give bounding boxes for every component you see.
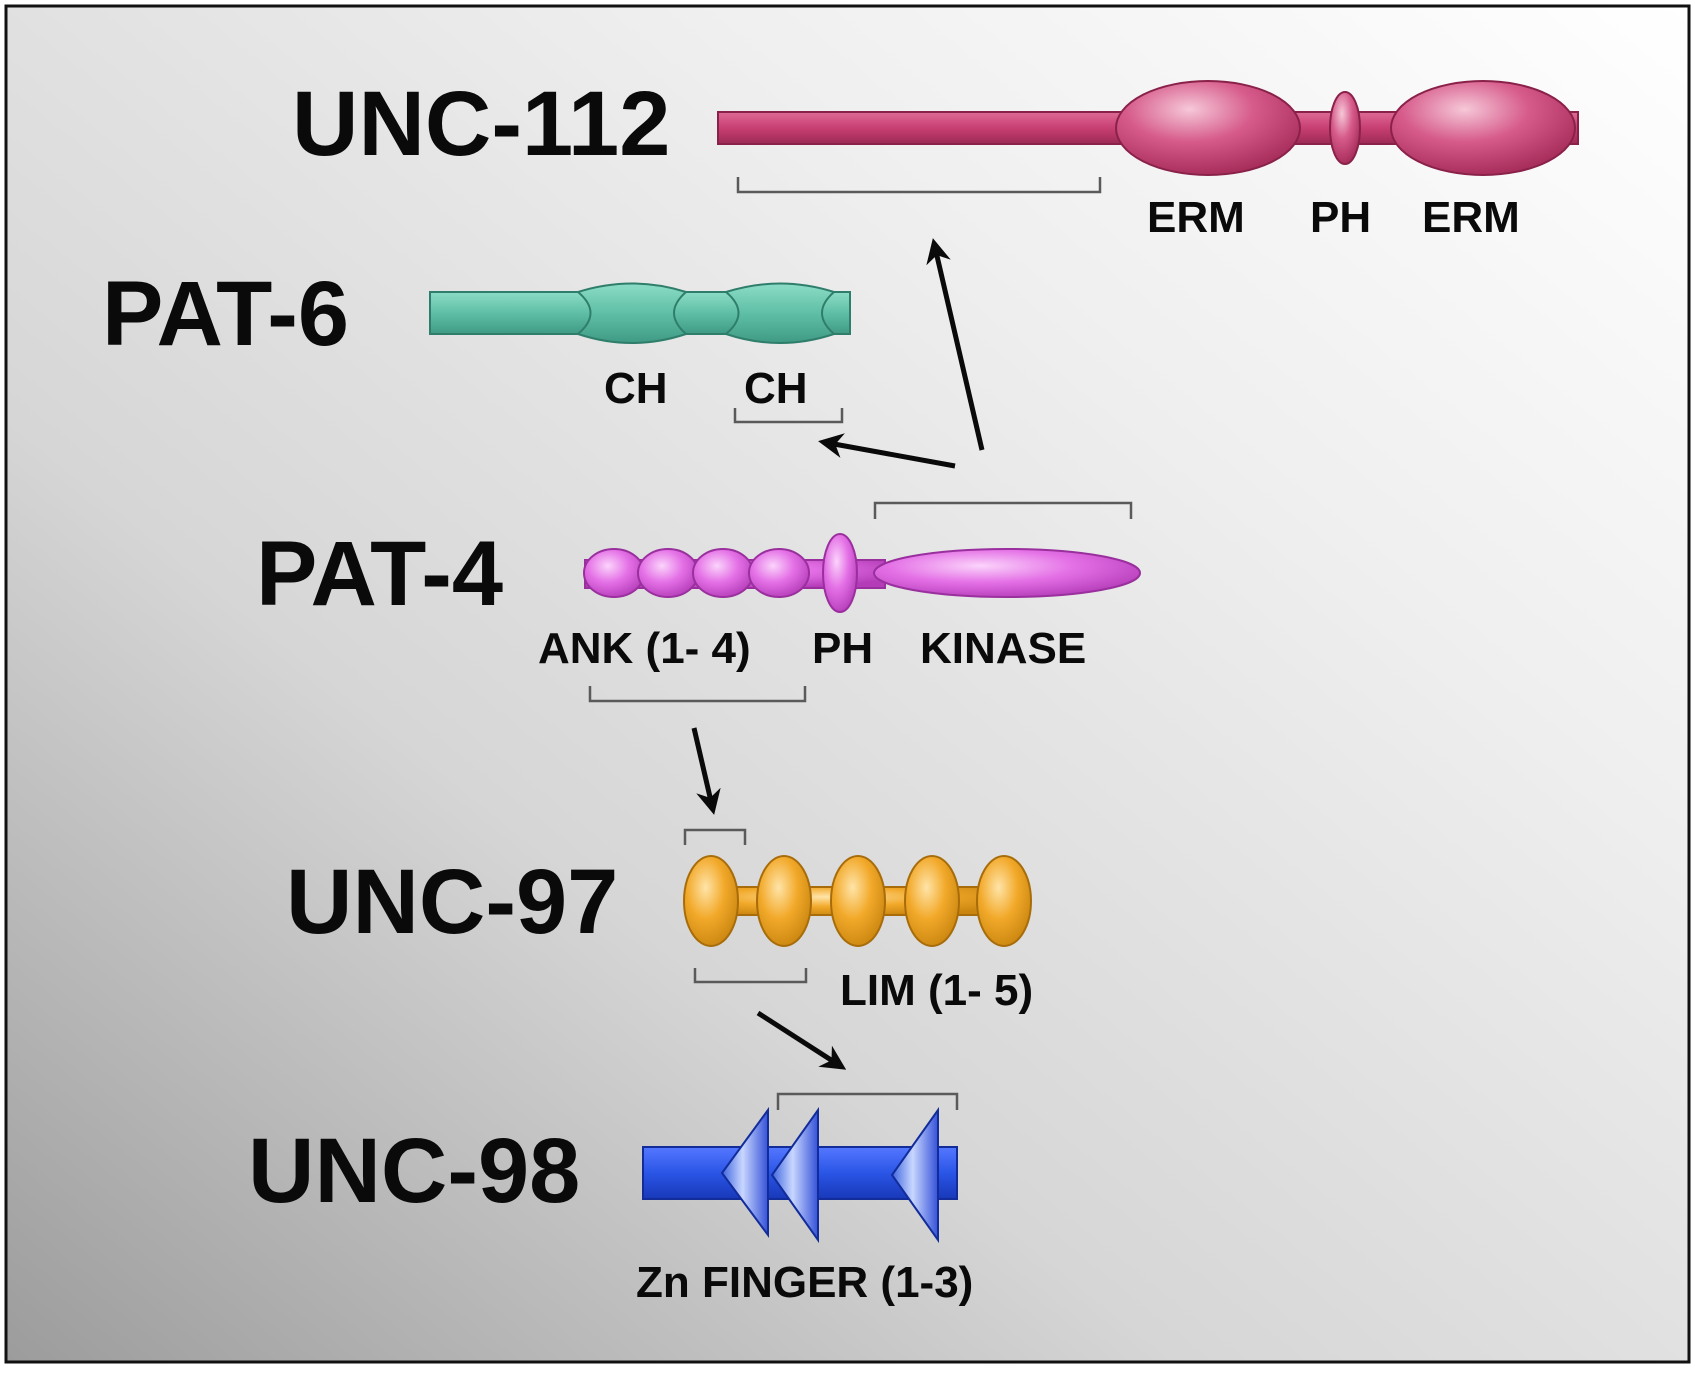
domain-label-unc-98-zn-finger: Zn FINGER (1-3) <box>636 1258 973 1307</box>
unc-97-lim-domain-2 <box>757 856 811 946</box>
domain-label-unc-97-lim: LIM (1- 5) <box>840 966 1033 1015</box>
domain-label-unc-112-erm-2: ERM <box>1422 193 1520 242</box>
pat-6-ch-domain-1 <box>578 284 686 344</box>
unc-97-lim-domain-1 <box>684 856 738 946</box>
domain-label-unc-112-ph: PH <box>1310 193 1371 242</box>
domain-label-unc-112-erm-1: ERM <box>1147 193 1245 242</box>
domain-label-pat-4-ank: ANK (1- 4) <box>538 624 751 673</box>
pat-4-ank-repeat-2 <box>638 549 698 597</box>
pat-4-ank-repeat-4 <box>749 549 809 597</box>
unc-112-erm-domain-2 <box>1391 81 1575 175</box>
pat-6-ch-domain-2 <box>726 284 834 344</box>
protein-name-pat-6: PAT-6 <box>102 263 349 365</box>
pat-4-ank-repeat-1 <box>584 549 644 597</box>
protein-name-unc-98: UNC-98 <box>248 1120 580 1222</box>
unc-112-ph-domain <box>1330 92 1360 164</box>
protein-name-unc-112: UNC-112 <box>292 73 670 175</box>
domain-label-pat-6-ch-2: CH <box>744 364 808 413</box>
protein-name-pat-4: PAT-4 <box>256 523 503 625</box>
pat-4-ank-repeat-3 <box>693 549 753 597</box>
domain-label-pat-4-ph: PH <box>812 624 873 673</box>
unc-97-lim-domain-4 <box>905 856 959 946</box>
unc-97-lim-domain-3 <box>831 856 885 946</box>
unc-97-lim-domain-5 <box>977 856 1031 946</box>
pat-4-kinase-domain <box>874 549 1140 597</box>
unc-112-erm-domain-1 <box>1116 81 1300 175</box>
domain-label-pat-4-kinase: KINASE <box>920 624 1086 673</box>
domain-label-pat-6-ch-1: CH <box>604 364 668 413</box>
protein-name-unc-97: UNC-97 <box>286 851 618 953</box>
pat-4-ph-domain <box>823 534 857 612</box>
